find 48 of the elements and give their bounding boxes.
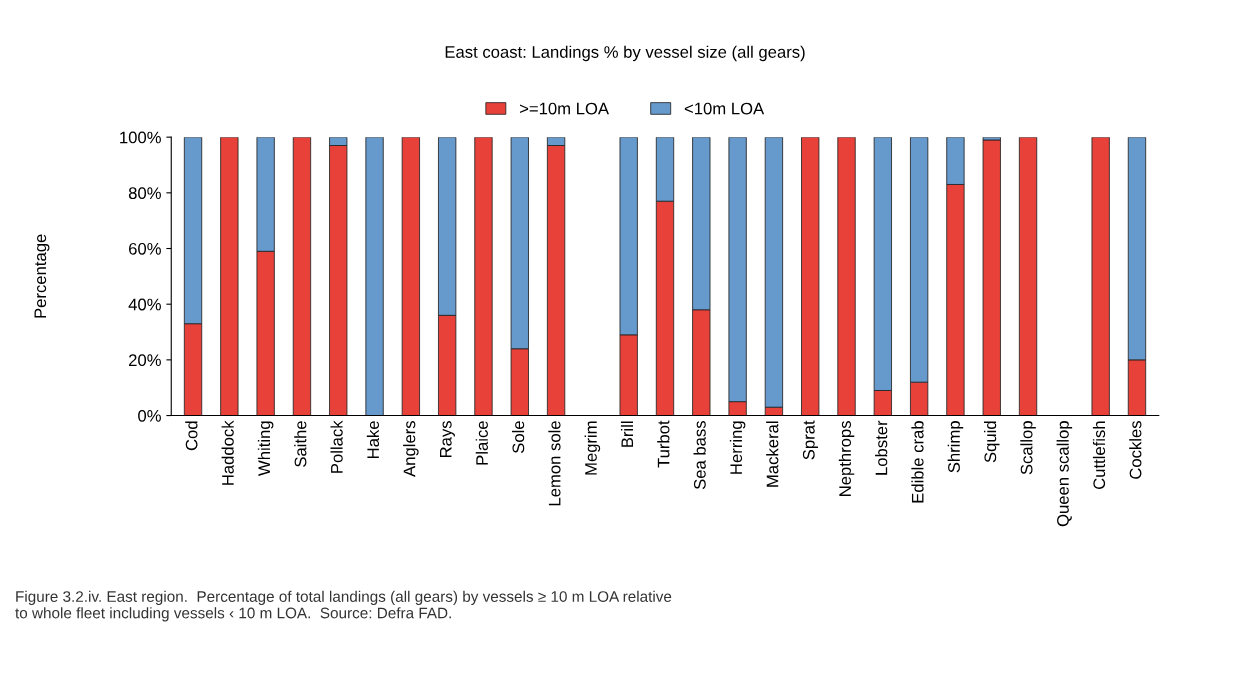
- bar: [220, 137, 239, 416]
- x-tick-label: Whiting: [257, 421, 274, 476]
- x-tick-label: Scallop: [1020, 421, 1036, 475]
- y-tick-label: 80%: [128, 187, 161, 200]
- y-tick-label: 40%: [128, 298, 161, 311]
- x-tick-label: Lemon sole: [548, 421, 561, 506]
- x-tick-label: Squid: [983, 421, 1000, 463]
- x-tick-label: Nepthrops: [838, 421, 855, 496]
- x-tick-label: Saithe: [294, 421, 307, 467]
- x-tick-label: Rays: [440, 421, 455, 458]
- x-tick-label: Haddock: [221, 420, 234, 485]
- x-tick-label: Turbot: [657, 420, 670, 468]
- y-tick-label: 100%: [120, 131, 161, 144]
- x-tick-label: Queen scallop: [1056, 421, 1073, 527]
- bar: [982, 139, 1001, 416]
- x-tick-label: Pollack: [330, 420, 343, 473]
- x-tick-label: Brill: [620, 421, 633, 447]
- caption: Figure 3.2.iv. East region. Percentage of total landings (all gears) by vessels ≥ 10 m LOA relative to whole fleet including vessels ‹ 10 m LOA. Source: Defra FAD.: [15, 590, 672, 622]
- x-tick-label: Anglers: [403, 421, 419, 477]
- bar: [1018, 137, 1038, 416]
- legend-label: <10m LOA: [684, 102, 765, 115]
- legend-label: >=10m LOA: [519, 102, 609, 115]
- x-tick-label: Cockles: [1129, 421, 1142, 479]
- x-tick-label: Cuttlefish: [1092, 421, 1106, 490]
- x-tick-label: Cod: [185, 421, 198, 451]
- y-tick-label: 20%: [129, 354, 161, 367]
- x-tick-label: Sprat: [802, 420, 818, 460]
- x-tick-label: Herring: [729, 421, 746, 474]
- chart-title: East coast: Landings % by vessel size (all gears): [445, 45, 805, 62]
- y-tick-label: 0%: [138, 409, 161, 422]
- y-axis-title: Percentage: [34, 234, 50, 318]
- bar: [801, 137, 820, 416]
- x-tick-label: Hake: [366, 421, 380, 458]
- bar: [401, 137, 420, 416]
- x-tick-label: Lobster: [875, 420, 888, 475]
- x-tick-label: Sea bass: [693, 421, 706, 490]
- x-tick-label: Mackeral: [766, 421, 779, 487]
- bar: [292, 137, 312, 416]
- bar: [837, 137, 856, 416]
- x-tick-label: Plaice: [475, 421, 488, 465]
- bar: [365, 137, 384, 416]
- bar: [474, 137, 493, 416]
- bar: [1091, 137, 1110, 416]
- x-tick-label: Edible crab: [911, 421, 924, 503]
- x-tick-label: Sole: [512, 421, 525, 454]
- x-tick-label: Shrimp: [947, 421, 964, 473]
- y-tick-label: 60%: [129, 242, 161, 255]
- x-tick-label: Megrim: [584, 421, 601, 475]
